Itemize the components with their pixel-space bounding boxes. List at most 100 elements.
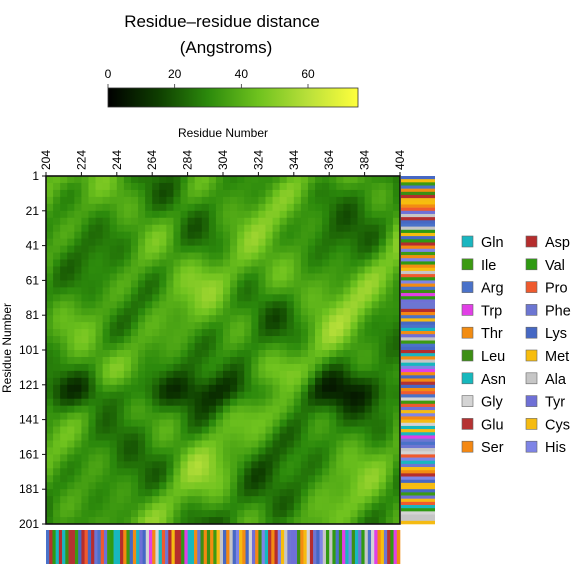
heatmap-cell	[138, 287, 146, 295]
heatmap-cell	[223, 315, 231, 323]
heatmap-cell	[258, 496, 266, 504]
heatmap-cell	[67, 377, 75, 386]
heatmap-cell	[53, 294, 61, 302]
residue-stripe	[401, 387, 435, 392]
heatmap-cell	[152, 336, 160, 344]
heatmap-cell	[166, 294, 174, 302]
heatmap-cell	[116, 280, 125, 288]
heatmap-cell	[208, 329, 217, 337]
heatmap-cell	[46, 217, 54, 226]
heatmap-cell	[187, 343, 196, 351]
heatmap-cell	[329, 433, 337, 441]
heatmap-cell	[385, 454, 394, 462]
heatmap-cell	[307, 308, 316, 316]
residue-stripe	[401, 201, 435, 205]
legend-swatch	[525, 440, 538, 453]
heatmap-cell	[152, 377, 160, 386]
heatmap-cell	[215, 322, 224, 330]
heatmap-cell	[230, 461, 238, 469]
heatmap-cell	[102, 482, 111, 490]
heatmap-cell	[286, 294, 295, 302]
heatmap-cell	[272, 322, 281, 330]
heatmap-cell	[102, 363, 111, 372]
heatmap-cell	[279, 336, 288, 344]
heatmap-cell	[258, 266, 266, 274]
heatmap-cell	[322, 343, 330, 351]
residue-stripe	[367, 530, 372, 564]
heatmap-cell	[152, 259, 160, 267]
residue-stripe	[313, 530, 317, 564]
heatmap-cell	[364, 433, 373, 441]
heatmap-cell	[102, 350, 111, 358]
heatmap-cell	[130, 217, 139, 226]
heatmap-cell	[315, 503, 323, 511]
heatmap-cell	[286, 301, 295, 309]
heatmap-cell	[53, 489, 61, 497]
heatmap-cell	[230, 454, 238, 462]
heatmap-cells	[46, 176, 401, 525]
heatmap-cell	[208, 336, 217, 344]
heatmap-cell	[116, 475, 125, 483]
colorbar-ticks: 0 20 40 60	[105, 67, 315, 88]
heatmap-cell	[166, 217, 174, 226]
legend-swatch	[525, 326, 538, 339]
heatmap-cell	[130, 273, 139, 281]
heatmap-cell	[286, 482, 295, 490]
heatmap-cell	[223, 266, 231, 274]
residue-stripe	[401, 299, 435, 303]
legend-swatch	[461, 326, 474, 339]
heatmap-cell	[130, 245, 139, 253]
heatmap-cell	[46, 308, 54, 316]
heatmap-cell	[364, 231, 373, 240]
residue-stripe	[338, 530, 343, 564]
y-tick-label: 161	[19, 447, 39, 461]
heatmap-cell	[215, 252, 224, 260]
heatmap-cell	[343, 482, 351, 490]
residue-stripe	[401, 220, 435, 224]
heatmap-cell	[109, 475, 118, 483]
heatmap-cell	[293, 245, 302, 253]
heatmap-cell	[343, 224, 351, 233]
heatmap-cell	[180, 259, 188, 267]
heatmap-cell	[293, 196, 302, 205]
heatmap-cell	[336, 259, 344, 267]
heatmap-cell	[46, 489, 54, 497]
residue-stripe	[401, 448, 435, 452]
heatmap-cell	[385, 315, 394, 323]
heatmap-cell	[95, 433, 104, 441]
heatmap-cell	[123, 231, 132, 240]
heatmap-cell	[145, 301, 153, 309]
heatmap-cell	[88, 245, 96, 253]
x-tick-label: 384	[358, 150, 372, 170]
heatmap-cell	[215, 419, 224, 427]
heatmap-cell	[258, 217, 266, 226]
residue-stripe	[401, 315, 435, 319]
heatmap-cell	[286, 412, 295, 420]
heatmap-cell	[350, 336, 358, 344]
heatmap-cell	[237, 203, 245, 212]
colorbar-tick-label: 40	[235, 67, 249, 81]
heatmap-cell	[336, 252, 344, 260]
heatmap-cell	[322, 412, 330, 420]
heatmap-cell	[371, 370, 380, 379]
heatmap-cell	[293, 287, 302, 295]
y-tick-label: 41	[26, 239, 40, 253]
heatmap-cell	[223, 447, 231, 455]
heatmap-cell	[286, 245, 295, 253]
heatmap-cell	[116, 182, 125, 191]
heatmap-cell	[230, 217, 238, 226]
heatmap-cell	[385, 231, 394, 240]
residue-stripe	[293, 530, 298, 564]
heatmap-cell	[392, 391, 401, 400]
heatmap-cell	[315, 329, 323, 337]
residue-stripe	[401, 482, 435, 487]
heatmap-cell	[173, 210, 181, 219]
residue-stripe	[187, 530, 192, 564]
heatmap-cell	[187, 405, 196, 414]
heatmap-cell	[187, 363, 196, 372]
heatmap-cell	[81, 468, 89, 476]
heatmap-cell	[46, 322, 54, 330]
heatmap-cell	[279, 238, 288, 246]
heatmap-cell	[251, 433, 259, 441]
heatmap-cell	[152, 433, 160, 441]
